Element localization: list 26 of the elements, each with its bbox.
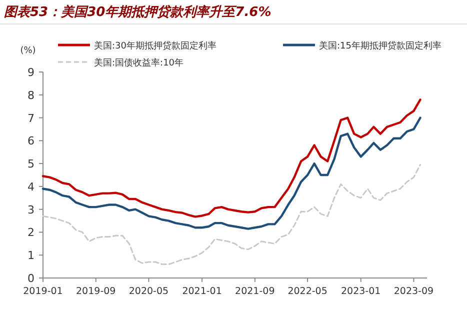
y-tick-label: 4 (28, 180, 34, 194)
y-tick-label: 7 (28, 112, 34, 125)
x-tick-label: 2021-09 (235, 286, 275, 297)
y-tick-label: 3 (28, 203, 34, 216)
x-tick-label: 2023-01 (341, 286, 381, 297)
y-tick-label: 5 (28, 158, 34, 171)
line-series (42, 116, 422, 230)
y-tick-label: 0 (28, 272, 34, 285)
y-tick-label: 6 (28, 134, 34, 148)
y-axis-title: (%) (20, 46, 36, 56)
y-tick-label: 9 (28, 66, 34, 79)
chart-title: 图表53：美国30年期抵押贷款利率升至7.6% (4, 4, 272, 20)
line-series (42, 164, 422, 266)
x-tick-label: 2020-05 (128, 286, 169, 297)
legend-label: 美国:30年期抵押贷款固定利率 (94, 40, 216, 52)
y-tick-label: 1 (28, 249, 34, 262)
y-tick-label: 2 (28, 226, 34, 240)
x-tick-label: 2019-01 (23, 286, 63, 297)
legend-label: 美国:15年期抵押贷款固定利率 (319, 40, 442, 52)
x-tick-label: 2021-01 (182, 286, 222, 297)
x-tick-label: 2023-09 (394, 286, 434, 297)
legend-label: 美国:国债收益率:10年 (94, 58, 184, 68)
y-tick-label: 8 (28, 88, 34, 102)
x-tick-label: 2019-09 (76, 286, 116, 297)
x-tick-label: 2022-05 (288, 286, 328, 297)
line-series (42, 98, 422, 218)
